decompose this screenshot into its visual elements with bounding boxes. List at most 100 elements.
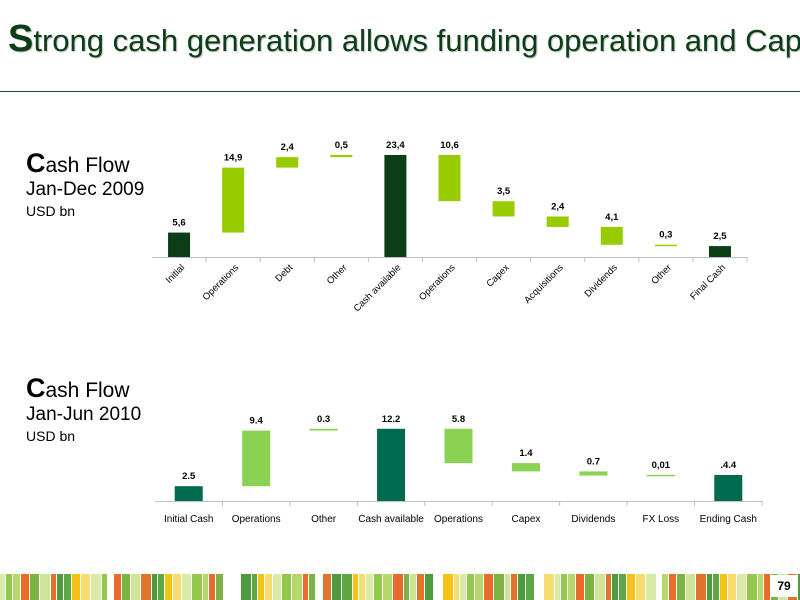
- footer-stripe: [64, 574, 71, 600]
- category-label: FX Loss: [642, 514, 679, 525]
- footer-stripe: [460, 574, 466, 600]
- footer-stripe: [72, 574, 80, 600]
- footer-stripe: [192, 574, 202, 600]
- bar-increase: [309, 428, 338, 431]
- footer-stripe: [303, 574, 308, 600]
- data-label: 0.3: [317, 414, 330, 425]
- footer-stripe: [258, 574, 264, 600]
- data-label: 0,01: [652, 460, 671, 471]
- footer-stripe: [21, 574, 29, 600]
- footer-stripe: [0, 574, 5, 600]
- category-label: Other: [649, 262, 674, 287]
- category-label: Other: [311, 514, 337, 525]
- data-label: 4,1: [605, 212, 619, 223]
- data-label: 2,4: [281, 142, 295, 153]
- footer-stripe: [158, 574, 164, 600]
- panel-period: Jan-Dec 2009: [26, 179, 145, 201]
- footer-stripe: [443, 574, 453, 600]
- bar-increase: [242, 430, 271, 487]
- footer-stripe: [585, 574, 594, 600]
- footer-stripe: [265, 574, 272, 600]
- footer-decorative-strip: [0, 574, 800, 600]
- footer-stripe: [544, 574, 554, 600]
- category-label: Acquisitions: [522, 262, 566, 306]
- bar-decrease: [438, 154, 461, 202]
- bar-decrease: [546, 216, 569, 227]
- footer-stripe: [595, 574, 605, 600]
- footer-stripe: [13, 574, 20, 600]
- category-label: Dividends: [571, 514, 615, 525]
- category-label: Operations: [417, 262, 458, 303]
- footer-stripe: [309, 574, 315, 600]
- data-label: 3,5: [497, 186, 511, 197]
- category-label: Operations: [434, 514, 483, 525]
- data-label: 10,6: [440, 140, 459, 151]
- data-label: 23,4: [386, 140, 405, 151]
- footer-stripe: [366, 574, 373, 600]
- footer-stripe: [737, 574, 746, 600]
- waterfall-chart-2009: 5,6 Initial 14,9 Operations 2,4 Debt 0,5 Other 2…: [152, 140, 748, 314]
- category-label: Capex: [485, 262, 512, 289]
- panel-title-initial: C: [26, 148, 46, 178]
- data-label: 1.4: [519, 448, 533, 459]
- footer-stripe: [636, 574, 645, 600]
- footer-stripe: [383, 574, 392, 600]
- panel-unit: USD bn: [26, 202, 76, 219]
- footer-stripe: [342, 574, 352, 600]
- slide-title-text: trong cash generation allows funding ope…: [33, 23, 800, 58]
- footer-stripe: [122, 574, 130, 600]
- footer-stripe: [30, 574, 39, 600]
- slide-title-initial: S: [8, 18, 34, 60]
- footer-stripe: [511, 574, 517, 600]
- bar-decrease: [579, 471, 608, 476]
- footer-stripe: [484, 574, 493, 600]
- footer-stripe: [40, 574, 50, 600]
- footer-stripe: [662, 574, 668, 600]
- footer-stripe: [619, 574, 626, 600]
- category-label: Cash available: [358, 514, 424, 525]
- footer-stripe: [696, 574, 706, 600]
- footer-stripe: [292, 574, 302, 600]
- footer-stripe: [425, 574, 433, 600]
- data-label: .4.4: [720, 460, 737, 471]
- data-label: 12.2: [382, 414, 401, 425]
- bar-total: [174, 486, 203, 501]
- bar-decrease: [444, 428, 473, 464]
- category-label: Capex: [511, 514, 540, 525]
- footer-stripe: [526, 574, 534, 600]
- bar-decrease: [511, 463, 540, 472]
- bar-decrease: [600, 226, 623, 245]
- footer-stripe: [131, 574, 140, 600]
- footer-stripe: [677, 574, 685, 600]
- footer-stripe: [505, 574, 510, 600]
- waterfall-chart-2010: 2.5 Initial Cash 9.4 Operations 0.3 Other 12.2…: [155, 414, 763, 525]
- data-label: 0,3: [659, 230, 672, 241]
- bar-decrease: [654, 244, 677, 247]
- footer-stripe: [612, 574, 618, 600]
- footer-stripe: [627, 574, 635, 600]
- category-label: Cash available: [352, 262, 404, 314]
- footer-stripe: [216, 574, 223, 600]
- data-label: 2,4: [551, 201, 565, 212]
- footer-stripe: [798, 574, 800, 600]
- footer-stripe: [707, 574, 712, 600]
- panel-period: Jan-Jun 2010: [26, 404, 142, 426]
- footer-stripe: [576, 574, 584, 600]
- bar-decrease: [646, 474, 675, 477]
- category-label: Ending Cash: [700, 514, 757, 525]
- bar-increase: [222, 167, 245, 233]
- page-number: 79: [770, 575, 798, 597]
- data-label: 5,6: [172, 218, 185, 229]
- footer-stripe: [728, 574, 736, 600]
- bar-total: [168, 232, 191, 257]
- bar-decrease: [492, 201, 515, 217]
- footer-stripe: [51, 574, 56, 600]
- footer-stripe: [467, 574, 474, 600]
- footer-stripe: [252, 574, 257, 600]
- category-label: Dividends: [583, 262, 620, 299]
- footer-stripe: [6, 574, 12, 600]
- data-label: 0,5: [335, 140, 349, 151]
- footer-stripe: [91, 574, 101, 600]
- footer-stripe: [606, 574, 611, 600]
- footer-stripe: [81, 574, 90, 600]
